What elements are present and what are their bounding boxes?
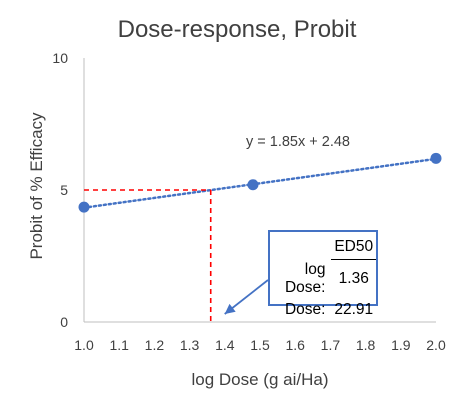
x-tick-label: 1.9 [391,337,411,353]
trendline [82,157,438,209]
dose-label: Dose: [284,300,326,318]
ed50-table: ED50 log Dose: 1.36 Dose: 22.91 [276,235,376,322]
ed50-row-log-dose: log Dose: 1.36 [276,260,376,298]
data-point [430,152,442,164]
ed50-callout: ED50 log Dose: 1.36 Dose: 22.91 [268,230,378,318]
log-dose-label: log Dose: [284,260,326,296]
data-point [78,201,90,213]
ed50-header: ED50 [331,235,376,260]
x-tick-label: 1.2 [145,337,165,353]
ed50-header-row: ED50 [276,235,376,260]
dose-value: 22.91 [334,300,374,318]
x-tick-label: 1.1 [109,337,129,353]
trendline-equation: y = 1.85x + 2.48 [246,134,350,150]
ed50-row-dose: Dose: 22.91 [276,298,376,322]
y-tick-label: 0 [60,314,68,330]
y-axis-label: Probit of % Efficacy [27,112,46,260]
ed50-header-spacer [276,235,331,260]
x-tick-label: 1.0 [74,337,94,353]
y-tick-label: 5 [60,182,68,198]
y-tick-label: 10 [52,50,68,66]
x-tick-label: 1.6 [285,337,305,353]
x-tick-label: 1.7 [321,337,341,353]
chart-title: Dose-response, Probit [117,16,357,43]
data-point [247,179,259,191]
callout-arrow-head [224,303,236,314]
x-tick-label: 1.5 [250,337,270,353]
x-tick-label: 1.4 [215,337,235,353]
log-dose-value: 1.36 [338,269,369,287]
x-tick-label: 2.0 [426,337,446,353]
x-axis-label: log Dose (g ai/Ha) [191,370,329,389]
x-tick-label: 1.3 [180,337,200,353]
x-tick-label: 1.8 [356,337,376,353]
